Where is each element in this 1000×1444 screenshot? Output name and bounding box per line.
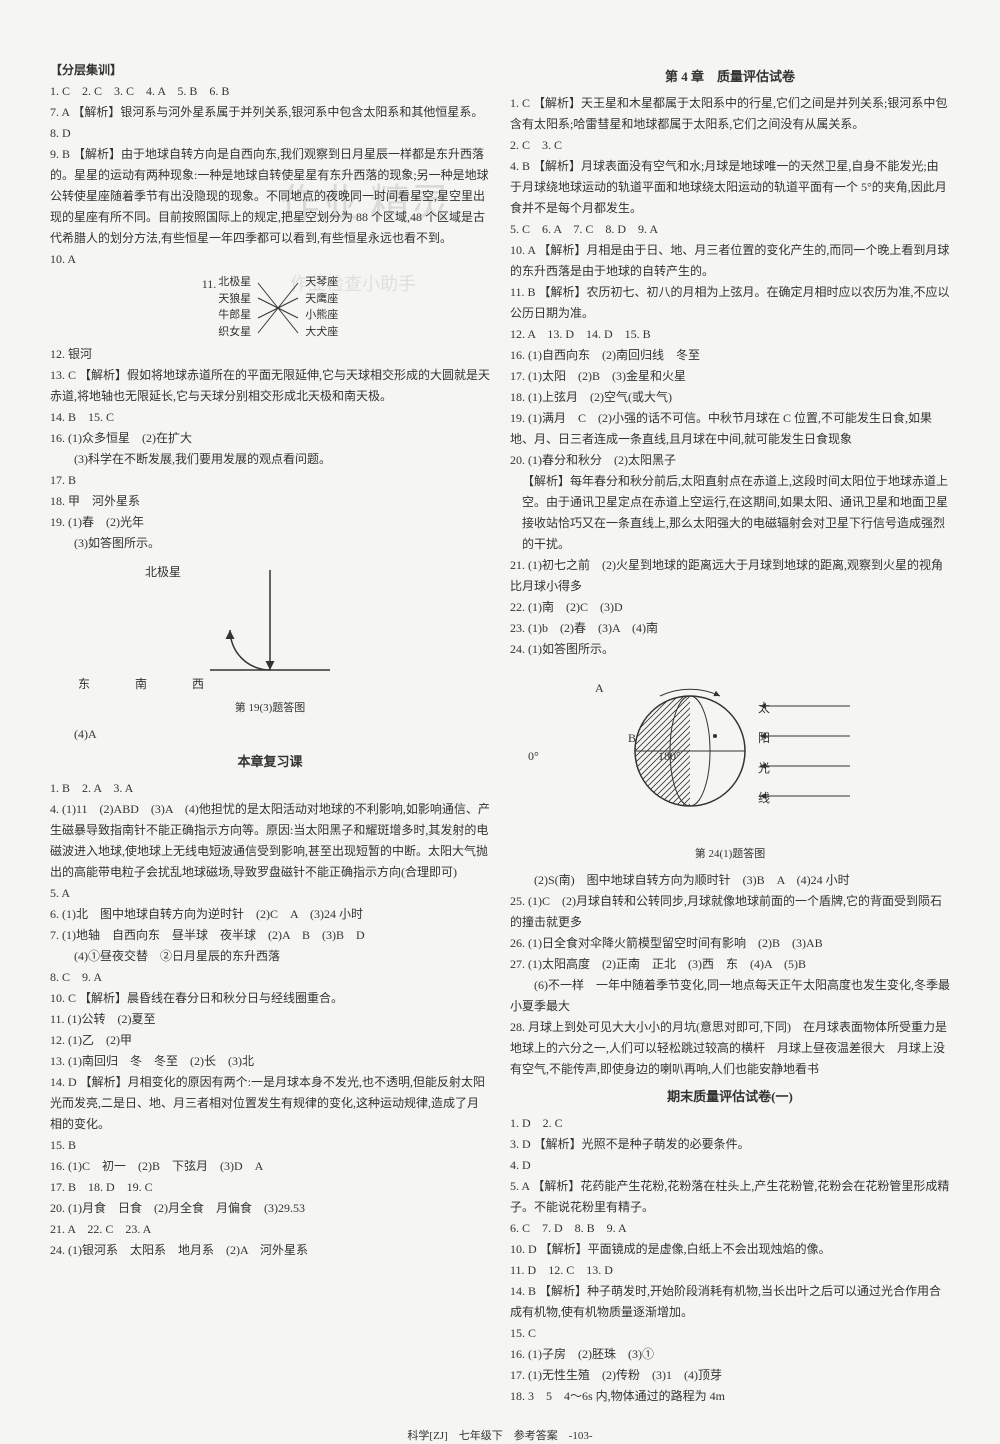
answer-line: 17. (1)无性生殖 (2)传粉 (3)1 (4)顶芽 <box>510 1365 950 1386</box>
answer-line: 16. (1)众多恒星 (2)在扩大 <box>50 428 490 449</box>
answer-line: 4. D <box>510 1155 950 1176</box>
answer-line: 7. A 【解析】银河系与河外星系属于并列关系,银河系中包含太阳系和其他恒星系。 <box>50 102 490 123</box>
section-heading: 本章复习课 <box>50 751 490 774</box>
answer-line: 17. (1)太阳 (2)B (3)金星和火星 <box>510 366 950 387</box>
answer-line: 9. B 【解析】由于地球自转方向是自西向东,我们观察到日月星辰一样都是东升西落… <box>50 144 490 249</box>
answer-line: 15. B <box>50 1135 490 1156</box>
answer-line: (4)A <box>50 724 490 745</box>
answer-line: 16. (1)子房 (2)胚珠 (3)① <box>510 1344 950 1365</box>
earth-label: 线 <box>758 788 770 809</box>
section-heading: 【分层集训】 <box>50 60 490 81</box>
answer-line: 17. B 18. D 19. C <box>50 1177 490 1198</box>
earth-label: 阳 <box>758 728 770 749</box>
answer-line: 12. 银河 <box>50 344 490 365</box>
answer-line: 5. A <box>50 883 490 904</box>
answer-line: 1. D 2. C <box>510 1113 950 1134</box>
answer-line: 15. C <box>510 1323 950 1344</box>
answer-line: 28. 月球上到处可见大大小小的月坑(意思对即可,下同) 在月球表面物体所受重力… <box>510 1017 950 1080</box>
answer-line: 24. (1)如答图所示。 <box>510 639 950 660</box>
answer-line: 13. (1)南回归 冬 冬至 (2)长 (3)北 <box>50 1051 490 1072</box>
star-chart-diagram: 11. 北极星天琴座 天狼星天鹰座 牛郎星小熊座 织女星大犬座 <box>50 274 490 340</box>
answer-line: 11. B 【解析】农历初七、初八的月相为上弦月。在确定月相时应以农历为准,不应… <box>510 282 950 324</box>
answer-line: 16. (1)C 初一 (2)B 下弦月 (3)D A <box>50 1156 490 1177</box>
answer-line: 14. B 15. C <box>50 407 490 428</box>
figure-caption: 第 19(3)题答图 <box>50 699 490 718</box>
answer-line: 10. A 【解析】月相是由于日、地、月三者位置的变化产生的,而同一个晚上看到月… <box>510 240 950 282</box>
left-column: 【分层集训】 1. C 2. C 3. C 4. A 5. B 6. B 7. … <box>50 60 490 1407</box>
answer-line: 12. (1)乙 (2)甲 <box>50 1030 490 1051</box>
answer-line: 26. (1)日全食对伞降火箭模型留空时间有影响 (2)B (3)AB <box>510 933 950 954</box>
answer-line: 6. C 7. D 8. B 9. A <box>510 1218 950 1239</box>
compass-label: 西 <box>192 674 204 695</box>
answer-line: 19. (1)春 (2)光年 <box>50 512 490 533</box>
answer-line: 21. A 22. C 23. A <box>50 1219 490 1240</box>
figure-caption: 第 24(1)题答图 <box>510 845 950 864</box>
answer-line: 【解析】每年春分和秋分前后,太阳直射点在赤道上,这段时间太阳位于地球赤道上空。由… <box>510 471 950 555</box>
page-footer: 科学[ZJ] 七年级下 参考答案 -103- <box>50 1427 950 1443</box>
answer-line: 2. C 3. C <box>510 135 950 156</box>
section-heading: 第 4 章 质量评估试卷 <box>510 66 950 89</box>
answer-line: 25. (1)C (2)月球自转和公转同步,月球就像地球前面的一个盾牌,它的背面… <box>510 891 950 933</box>
compass-figure: 北极星 东 南 西 第 19(3)题答图 <box>50 560 490 718</box>
answer-line: 14. D 【解析】月相变化的原因有两个:一是月球本身不发光,也不透明,但能反射… <box>50 1072 490 1135</box>
compass-label: 北极星 <box>145 562 181 583</box>
answer-line: 27. (1)太阳高度 (2)正南 正北 (3)西 东 (4)A (5)B <box>510 954 950 975</box>
answer-line: (2)S(南) 图中地球自转方向为顺时针 (3)B A (4)24 小时 <box>510 870 950 891</box>
compass-label: 东 <box>78 674 90 695</box>
answer-line: 5. A 【解析】花药能产生花粉,花粉落在柱头上,产生花粉管,花粉会在花粉管里形… <box>510 1176 950 1218</box>
answer-line: 8. D <box>50 123 490 144</box>
answer-line: 12. A 13. D 14. D 15. B <box>510 324 950 345</box>
answer-line: (6)不一样 一年中随着季节变化,同一地点每天正午太阳高度也发生变化,冬季最小夏… <box>510 975 950 1017</box>
answer-line: 4. (1)11 (2)ABD (3)A (4)他担忧的是太阳活动对地球的不利影… <box>50 799 490 883</box>
answer-line: 4. B 【解析】月球表面没有空气和水;月球是地球唯一的天然卫星,自身不能发光;… <box>510 156 950 219</box>
answer-line: 23. (1)b (2)春 (3)A (4)南 <box>510 618 950 639</box>
answer-line: (3)如答图所示。 <box>50 533 490 554</box>
earth-label: B <box>628 728 636 749</box>
answer-line: 16. (1)自西向东 (2)南回归线 冬至 <box>510 345 950 366</box>
right-column: 第 4 章 质量评估试卷 1. C 【解析】天王星和木星都属于太阳系中的行星,它… <box>510 60 950 1407</box>
earth-label: 太 <box>758 698 770 719</box>
answer-line: 19. (1)满月 C (2)小强的话不可信。中秋节月球在 C 位置,不可能发生… <box>510 408 950 450</box>
answer-line: 21. (1)初七之前 (2)火星到地球的距离远大于月球到地球的距离,观察到火星… <box>510 555 950 597</box>
answer-line: 17. B <box>50 470 490 491</box>
answer-line: 1. C 2. C 3. C 4. A 5. B 6. B <box>50 81 490 102</box>
earth-figure: A B 0° 180° 太 阳 光 线 第 24(1)题答图 <box>510 666 950 864</box>
answer-line: (3)科学在不断发展,我们要用发展的观点看问题。 <box>50 449 490 470</box>
earth-label: 180° <box>658 746 681 767</box>
answer-line: 3. D 【解析】光照不是种子萌发的必要条件。 <box>510 1134 950 1155</box>
answer-line: 8. C 9. A <box>50 967 490 988</box>
two-column-layout: 【分层集训】 1. C 2. C 3. C 4. A 5. B 6. B 7. … <box>50 60 950 1407</box>
section-heading: 期末质量评估试卷(一) <box>510 1086 950 1109</box>
compass-label: 南 <box>135 674 147 695</box>
answer-line: 11. (1)公转 (2)夏至 <box>50 1009 490 1030</box>
answer-line: 10. C 【解析】晨昏线在春分日和秋分日与经线圈重合。 <box>50 988 490 1009</box>
answer-line: 18. 甲 河外星系 <box>50 491 490 512</box>
answer-line: 10. A <box>50 249 490 270</box>
answer-line: 1. B 2. A 3. A <box>50 778 490 799</box>
answer-line: 1. C 【解析】天王星和木星都属于太阳系中的行星,它们之间是并列关系;银河系中… <box>510 93 950 135</box>
answer-line: 20. (1)春分和秋分 (2)太阳黑子 <box>510 450 950 471</box>
answer-line: 10. D 【解析】平面镜成的是虚像,白纸上不会出现烛焰的像。 <box>510 1239 950 1260</box>
cross-lines-icon <box>218 278 338 338</box>
answer-line: 5. C 6. A 7. C 8. D 9. A <box>510 219 950 240</box>
answer-line: 18. (1)上弦月 (2)空气(或大气) <box>510 387 950 408</box>
answer-line: 22. (1)南 (2)C (3)D <box>510 597 950 618</box>
answer-line: 24. (1)银河系 太阳系 地月系 (2)A 河外星系 <box>50 1240 490 1261</box>
answer-line: 13. C 【解析】假如将地球赤道所在的平面无限延伸,它与天球相交形成的大圆就是… <box>50 365 490 407</box>
earth-label: 0° <box>528 746 539 767</box>
answer-line: 20. (1)月食 日食 (2)月全食 月偏食 (3)29.53 <box>50 1198 490 1219</box>
earth-label: A <box>595 678 604 699</box>
answer-line: 14. B 【解析】种子萌发时,开始阶段消耗有机物,当长出叶之后可以通过光合作用… <box>510 1281 950 1323</box>
answer-line: (4)①昼夜交替 ②日月星辰的东升西落 <box>50 946 490 967</box>
answer-line: 6. (1)北 图中地球自转方向为逆时针 (2)C A (3)24 小时 <box>50 904 490 925</box>
answer-line: 7. (1)地轴 自西向东 昼半球 夜半球 (2)A B (3)B D <box>50 925 490 946</box>
question-number: 11. <box>202 274 217 295</box>
earth-label: 光 <box>758 758 770 779</box>
answer-line: 18. 3 5 4～6s 内,物体通过的路程为 4m <box>510 1386 950 1407</box>
answer-line: 11. D 12. C 13. D <box>510 1260 950 1281</box>
